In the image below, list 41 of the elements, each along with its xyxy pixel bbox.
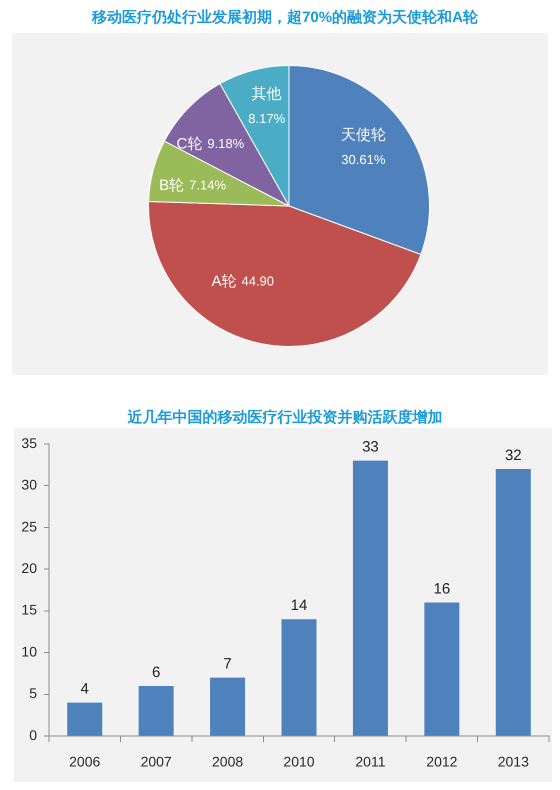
chart-title: 移动医疗仍处行业发展初期，超70%的融资为天使轮和A轮 [90,8,479,28]
slice-label: 天使轮 [340,126,386,144]
bar [67,702,102,736]
data-label: 7 [223,656,232,673]
x-tick-label: 2011 [355,753,386,770]
y-tick-label: 25 [21,518,38,534]
bar [352,460,388,736]
bar [424,602,460,736]
x-tick-label: 2013 [498,753,530,770]
bar [282,619,316,736]
y-tick-label: 10 [21,643,38,660]
bar [138,686,174,736]
bar [210,678,246,736]
data-label: 6 [152,664,160,681]
data-label: 32 [504,447,522,464]
bar [496,469,531,736]
data-label: 8.17% [248,111,286,126]
data-label: 14 [290,597,308,614]
slice-label: A轮 [211,272,236,290]
y-tick-label: 35 [21,434,38,451]
slice-label: B轮 [159,176,184,194]
data-label: 33 [362,438,379,456]
y-tick-label: 0 [29,726,38,743]
y-tick-label: 20 [21,560,38,576]
y-tick-label: 5 [29,685,38,702]
x-tick-label: 2007 [140,753,172,770]
data-label: 7.14% [189,177,226,192]
data-label: 9.18% [207,136,245,152]
x-tick-label: 2008 [212,753,244,770]
data-label: 44.90 [241,273,274,288]
x-tick-label: 2010 [283,753,315,770]
x-tick-label: 2006 [69,753,100,770]
y-tick-label: 15 [21,602,38,618]
data-label: 4 [80,680,89,698]
data-label: 16 [434,580,450,598]
chart-title: 近几年中国的移动医疗行业投资并购活跃度增加 [126,408,444,428]
slice-label: C轮 [176,136,202,153]
slice-label: 其他 [252,86,282,103]
y-tick-label: 30 [21,476,38,493]
x-tick-label: 2012 [426,753,458,770]
data-label: 30.61% [341,152,386,167]
